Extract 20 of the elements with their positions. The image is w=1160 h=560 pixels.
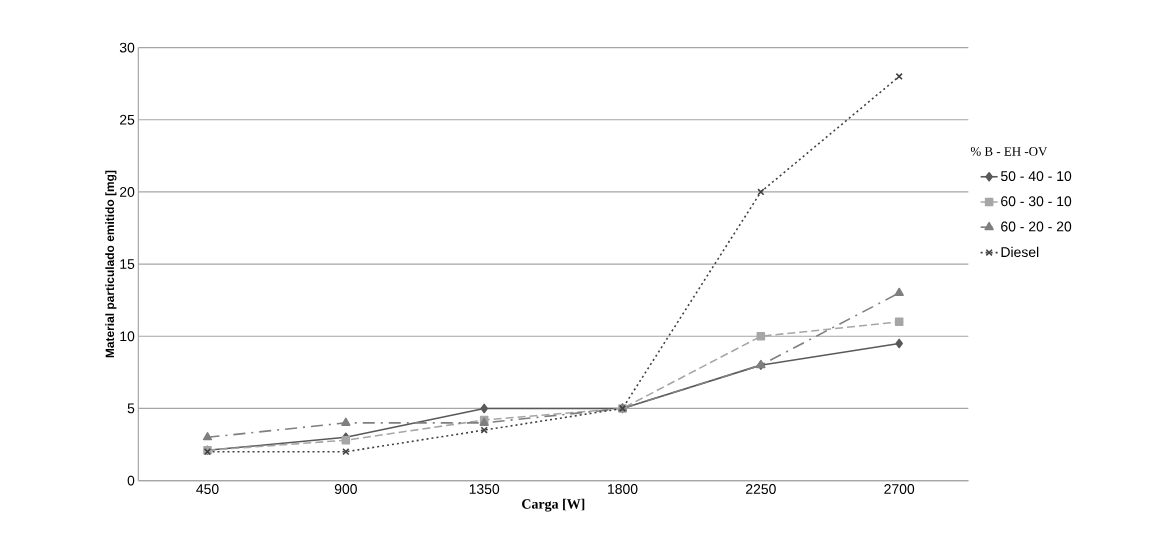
y-tick-label: 10 — [120, 331, 135, 342]
x-tick-label: 2250 — [746, 484, 776, 494]
y-tick-label: 25 — [120, 114, 135, 125]
y-tick-label: 5 — [127, 403, 135, 414]
x-tick-label: 2700 — [884, 484, 915, 494]
x-tick-label: 450 — [196, 484, 219, 494]
y-axis-title: Material particulado emitido [mg] — [105, 170, 117, 358]
x-tick-label: 1800 — [608, 484, 638, 494]
legend-label: 60 - 20 - 20 — [1001, 221, 1072, 232]
legend-label: 60 - 30 - 10 — [1001, 196, 1072, 207]
x-axis-title: Carga [W] — [522, 498, 585, 512]
y-tick-label: 20 — [120, 186, 135, 197]
y-tick-label: 0 — [127, 475, 135, 486]
y-tick-label: 15 — [120, 259, 135, 269]
legend-label: Diesel — [1001, 246, 1039, 258]
x-tick-label: 1350 — [469, 484, 500, 494]
x-tick-label: 900 — [334, 484, 357, 494]
legend-title: % B - EH -OV — [970, 147, 1048, 156]
legend-label: 50 - 40 - 10 — [1000, 171, 1072, 182]
y-tick-label: 30 — [119, 42, 135, 53]
